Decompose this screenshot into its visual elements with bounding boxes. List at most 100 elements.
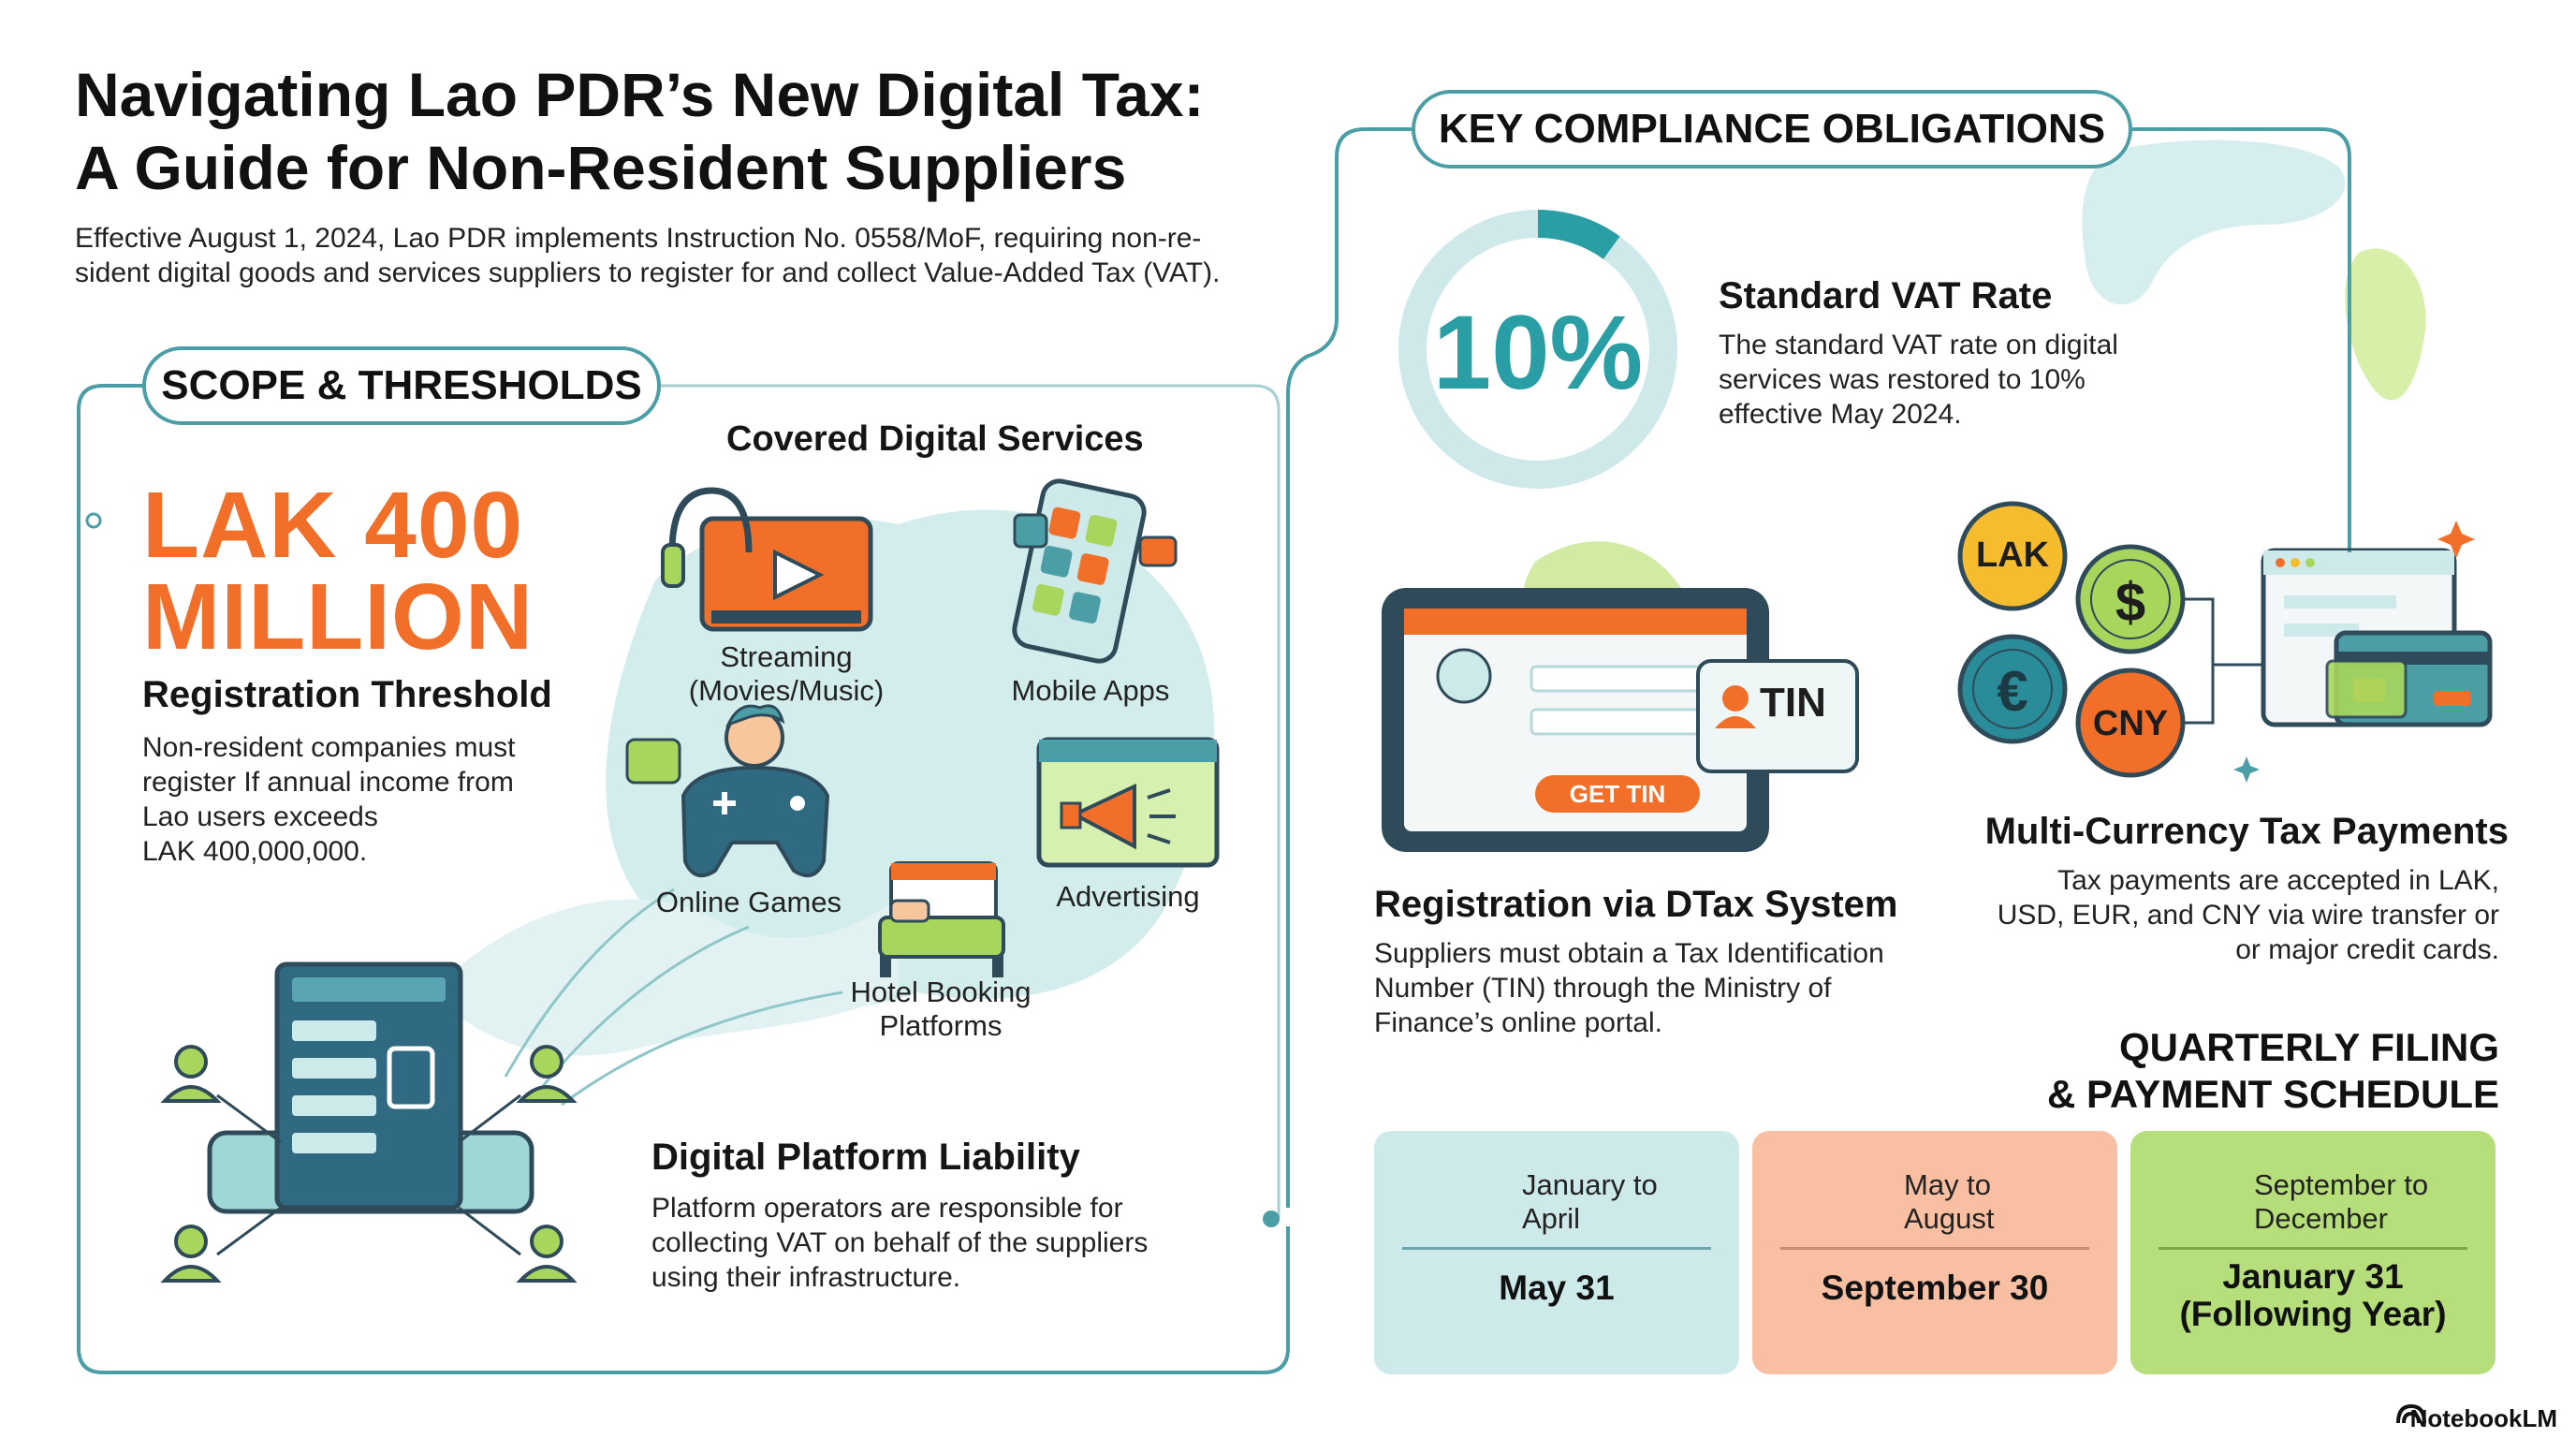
currency-line: Tax payments are accepted in LAK, (2057, 865, 2499, 896)
threshold-text-line: Lao users exceeds (142, 801, 378, 832)
tablet-icon (1382, 588, 1769, 852)
schedule-due-date: January 31 (Following Year) (2130, 1258, 2496, 1333)
schedule-period-line: September to (2254, 1168, 2429, 1201)
service-advertising-label: Advertising (1056, 880, 1200, 913)
vat-rate-value: 10% (1432, 294, 1644, 411)
coin-cny-label: CNY (2092, 704, 2169, 743)
tin-badge-label: TIN (1760, 680, 1826, 726)
schedule-period-line: May to (1904, 1168, 1992, 1201)
compliance-frame (1286, 127, 1412, 1208)
threshold-text: Non-resident companies must register If … (142, 730, 629, 869)
schedule-period-line: April (1522, 1202, 1581, 1235)
frame-dot-left (85, 512, 102, 529)
vat-ring-chart (1398, 210, 1677, 489)
coin-usd-label: $ (2115, 572, 2146, 633)
frame-dot (1263, 1211, 1280, 1227)
threshold-label: Registration Threshold (142, 674, 552, 715)
schedule-title-line: & PAYMENT SCHEDULE (2046, 1072, 2499, 1116)
vat-rate-line: effective May 2024. (1719, 399, 1962, 430)
teal-blob-top (2082, 139, 2346, 305)
service-hotel-booking-line: Platforms (879, 1009, 1003, 1042)
service-streaming-line: (Movies/Music) (688, 674, 885, 707)
coin-connector (2185, 597, 2265, 725)
schedule-divider (1780, 1247, 2089, 1250)
service-mobile-apps-label: Mobile Apps (1011, 674, 1170, 707)
service-streaming-label: Streaming (Movies/Music) (655, 640, 917, 708)
schedule-due-date: September 30 (1752, 1269, 2117, 1307)
platform-liability-line: collecting VAT on behalf of the supplier… (651, 1227, 1149, 1258)
mobile-apps-icon (1012, 478, 1178, 664)
server-icon (207, 961, 534, 1214)
page-title-line-2: A Guide for Non-Resident Suppliers (75, 133, 1127, 202)
dtax-text: Suppliers must obtain a Tax Identificati… (1374, 936, 1954, 1040)
threshold-text-line: LAK 400,000,000. (142, 836, 368, 867)
schedule-card-q2: May to August September 30 (1752, 1131, 2117, 1374)
threshold-amount-line-2: MILLION (142, 565, 534, 669)
dtax-title: Registration via DTax System (1374, 884, 1898, 925)
threshold-amount: LAK 400 MILLION (142, 473, 666, 669)
schedule-title: QUARTERLY FILING & PAYMENT SCHEDULE (1947, 1024, 2499, 1118)
currency-line: or major credit cards. (2235, 934, 2499, 965)
intro-line-1: Effective August 1, 2024, Lao PDR implem… (75, 223, 1202, 254)
schedule-divider (2159, 1247, 2467, 1250)
schedule-period-line: August (1904, 1202, 1995, 1235)
coin-lak-icon (1957, 501, 2068, 611)
scope-frame (77, 384, 1290, 1374)
background-swirl (431, 899, 899, 1056)
dtax-line: Number (TIN) through the Ministry of (1374, 973, 1832, 1004)
threshold-amount-line-1: LAK 400 (142, 473, 524, 578)
schedule-period-line: January to (1522, 1168, 1658, 1201)
platform-liability-text: Platform operators are responsible for c… (651, 1191, 1251, 1295)
coin-eur-icon (1957, 634, 2068, 744)
green-blob-2 (2345, 248, 2426, 401)
streaming-icon (661, 487, 873, 632)
advertising-icon (1036, 737, 1220, 868)
schedule-period: September to December (2254, 1168, 2488, 1236)
compliance-heading: KEY COMPLIANCE OBLIGATIONS (1412, 90, 2132, 169)
dtax-line: Finance’s online portal. (1374, 1007, 1662, 1038)
service-hotel-booking-line: Hotel Booking (850, 976, 1032, 1008)
vat-rate-line: services was restored to 10% (1719, 364, 2086, 395)
schedule-period: May to August (1904, 1168, 2110, 1236)
vat-ring-arc (1537, 210, 1620, 259)
intro-line-2: sident digital goods and services suppli… (75, 257, 1221, 288)
currency-title: Multi-Currency Tax Payments (1984, 811, 2509, 852)
compliance-frame-right (2132, 127, 2351, 552)
user-links (216, 1093, 521, 1256)
threshold-text-line: register If annual income from (142, 767, 514, 798)
platform-liability-line: using their infrastructure. (651, 1262, 961, 1293)
service-online-games-label: Online Games (655, 886, 842, 918)
coin-usd-icon (2075, 544, 2186, 654)
connector-lines (504, 888, 843, 1107)
notebooklm-logo-icon (2396, 1403, 2426, 1424)
intro-text: Effective August 1, 2024, Lao PDR implem… (75, 221, 1282, 290)
schedule-due-date: May 31 (1374, 1269, 1739, 1307)
sparkle-icon-2 (2233, 756, 2260, 783)
schedule-due-line: (Following Year) (2179, 1295, 2447, 1333)
vat-rate-title: Standard VAT Rate (1719, 275, 2053, 316)
get-tin-button[interactable]: GET TIN (1569, 780, 1666, 808)
service-hotel-booking-label: Hotel Booking Platforms (824, 976, 1058, 1043)
platform-liability-line: Platform operators are responsible for (651, 1193, 1123, 1224)
page-title: Navigating Lao PDR’s New Digital Tax: A … (75, 58, 1292, 204)
schedule-period: January to April (1522, 1168, 1728, 1236)
dtax-line: Suppliers must obtain a Tax Identificati… (1374, 938, 1884, 969)
scope-frame-inner (661, 384, 1281, 1217)
sparkle-icon (2437, 521, 2475, 558)
online-games-icon (625, 704, 830, 878)
covered-services-title: Covered Digital Services (726, 419, 1144, 459)
schedule-divider (1402, 1247, 1711, 1250)
user-nodes (160, 1045, 578, 1283)
coin-cny-icon (2075, 668, 2186, 778)
schedule-period-line: December (2254, 1202, 2388, 1235)
platform-liability-title: Digital Platform Liability (651, 1137, 1080, 1178)
threshold-text-line: Non-resident companies must (142, 732, 516, 763)
service-streaming-line: Streaming (720, 640, 853, 673)
vat-rate-text: The standard VAT rate on digital service… (1719, 328, 2205, 432)
vat-rate-line: The standard VAT rate on digital (1719, 330, 2118, 360)
credit-card-icon (2325, 630, 2493, 727)
tin-badge-card (1696, 659, 1859, 773)
hotel-booking-icon (878, 861, 1005, 977)
page-title-line-1: Navigating Lao PDR’s New Digital Tax: (75, 60, 1205, 129)
